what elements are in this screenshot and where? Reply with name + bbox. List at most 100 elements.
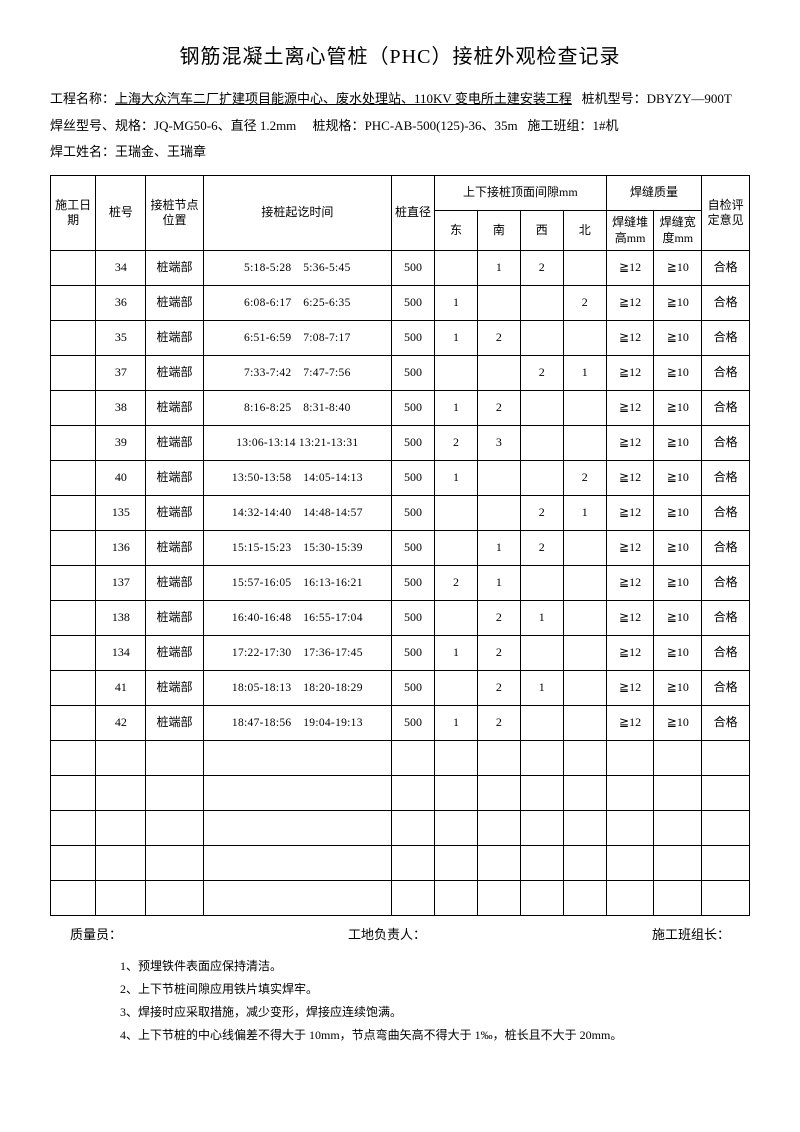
cell: 桩端部	[146, 251, 203, 286]
cell: 桩端部	[146, 496, 203, 531]
table-row: 137桩端部15:57-16:05 16:13-16:2150021≧12≧10…	[51, 566, 750, 601]
note-1: 1、预埋铁件表面应保持清洁。	[120, 955, 750, 978]
table-row	[51, 811, 750, 846]
cell: 39	[96, 426, 146, 461]
cell	[96, 846, 146, 881]
cell: 桩端部	[146, 426, 203, 461]
cell	[477, 356, 520, 391]
cell: ≧10	[654, 531, 702, 566]
cell	[146, 776, 203, 811]
cell	[477, 776, 520, 811]
cell	[563, 251, 606, 286]
cell: 34	[96, 251, 146, 286]
table-row: 138桩端部16:40-16:48 16:55-17:0450021≧12≧10…	[51, 601, 750, 636]
cell	[654, 881, 702, 916]
table-row	[51, 741, 750, 776]
welder-label: 焊工姓名：	[50, 144, 115, 159]
cell: ≧10	[654, 251, 702, 286]
cell	[51, 426, 96, 461]
cell	[146, 846, 203, 881]
cell: 桩端部	[146, 391, 203, 426]
cell	[520, 566, 563, 601]
cell	[606, 776, 654, 811]
cell: 桩端部	[146, 531, 203, 566]
cell	[563, 321, 606, 356]
table-row: 35桩端部6:51-6:59 7:08-7:1750012≧12≧10合格	[51, 321, 750, 356]
cell: 7:33-7:42 7:47-7:56	[203, 356, 391, 391]
cell: 500	[392, 356, 435, 391]
cell: 合格	[702, 566, 750, 601]
h-gap-group: 上下接桩顶面间隙mm	[434, 176, 606, 211]
h-time: 接桩起讫时间	[203, 176, 391, 251]
cell	[520, 286, 563, 321]
table-row: 37桩端部7:33-7:42 7:47-7:5650021≧12≧10合格	[51, 356, 750, 391]
table-row: 135桩端部14:32-14:40 14:48-14:5750021≧12≧10…	[51, 496, 750, 531]
cell: 500	[392, 496, 435, 531]
table-row: 41桩端部18:05-18:13 18:20-18:2950021≧12≧10合…	[51, 671, 750, 706]
cell: ≧10	[654, 566, 702, 601]
sign-qc: 质量员：	[70, 924, 122, 943]
cell	[51, 741, 96, 776]
cell	[520, 706, 563, 741]
cell: 2	[434, 566, 477, 601]
cell: 137	[96, 566, 146, 601]
cell	[146, 741, 203, 776]
cell: ≧12	[606, 461, 654, 496]
cell	[434, 671, 477, 706]
h-eval: 自检评定意见	[702, 176, 750, 251]
cell	[563, 601, 606, 636]
cell	[477, 461, 520, 496]
cell: 1	[434, 321, 477, 356]
cell: ≧10	[654, 636, 702, 671]
cell: 16:40-16:48 16:55-17:04	[203, 601, 391, 636]
cell	[51, 496, 96, 531]
cell: 500	[392, 636, 435, 671]
cell: ≧12	[606, 706, 654, 741]
cell: 1	[434, 706, 477, 741]
table-row	[51, 846, 750, 881]
cell	[51, 461, 96, 496]
table-row: 136桩端部15:15-15:23 15:30-15:3950012≧12≧10…	[51, 531, 750, 566]
cell: 14:32-14:40 14:48-14:57	[203, 496, 391, 531]
cell: 桩端部	[146, 566, 203, 601]
cell: 合格	[702, 706, 750, 741]
cell: 500	[392, 671, 435, 706]
cell: 500	[392, 531, 435, 566]
cell	[203, 811, 391, 846]
sign-site: 工地负责人：	[348, 924, 426, 943]
table-row: 38桩端部8:16-8:25 8:31-8:4050012≧12≧10合格	[51, 391, 750, 426]
table-row	[51, 881, 750, 916]
table-row: 34桩端部5:18-5:28 5:36-5:4550012≧12≧10合格	[51, 251, 750, 286]
cell: 合格	[702, 531, 750, 566]
cell: 合格	[702, 636, 750, 671]
cell: ≧12	[606, 321, 654, 356]
cell	[434, 496, 477, 531]
cell: ≧10	[654, 496, 702, 531]
cell	[96, 741, 146, 776]
signature-row: 质量员： 工地负责人： 施工班组长：	[50, 916, 750, 943]
cell: 合格	[702, 496, 750, 531]
cell: 18:05-18:13 18:20-18:29	[203, 671, 391, 706]
cell: 500	[392, 286, 435, 321]
cell: ≧12	[606, 601, 654, 636]
project-label: 工程名称：	[50, 91, 115, 106]
cell: 桩端部	[146, 671, 203, 706]
cell	[434, 776, 477, 811]
welders: 王瑞金、王瑞章	[115, 144, 206, 159]
inspection-table: 施工日期 桩号 接桩节点位置 接桩起讫时间 桩直径 上下接桩顶面间隙mm 焊缝质…	[50, 175, 750, 916]
table-row: 42桩端部18:47-18:56 19:04-19:1350012≧12≧10合…	[51, 706, 750, 741]
cell: 1	[477, 531, 520, 566]
cell	[51, 671, 96, 706]
cell: ≧10	[654, 356, 702, 391]
cell: 合格	[702, 461, 750, 496]
h-north: 北	[563, 211, 606, 251]
wire-label: 焊丝型号、规格：	[50, 118, 154, 133]
cell: 500	[392, 566, 435, 601]
cell	[702, 776, 750, 811]
cell	[477, 811, 520, 846]
cell: 15:57-16:05 16:13-16:21	[203, 566, 391, 601]
cell: 1	[434, 461, 477, 496]
cell	[146, 881, 203, 916]
cell	[520, 776, 563, 811]
cell: ≧10	[654, 461, 702, 496]
